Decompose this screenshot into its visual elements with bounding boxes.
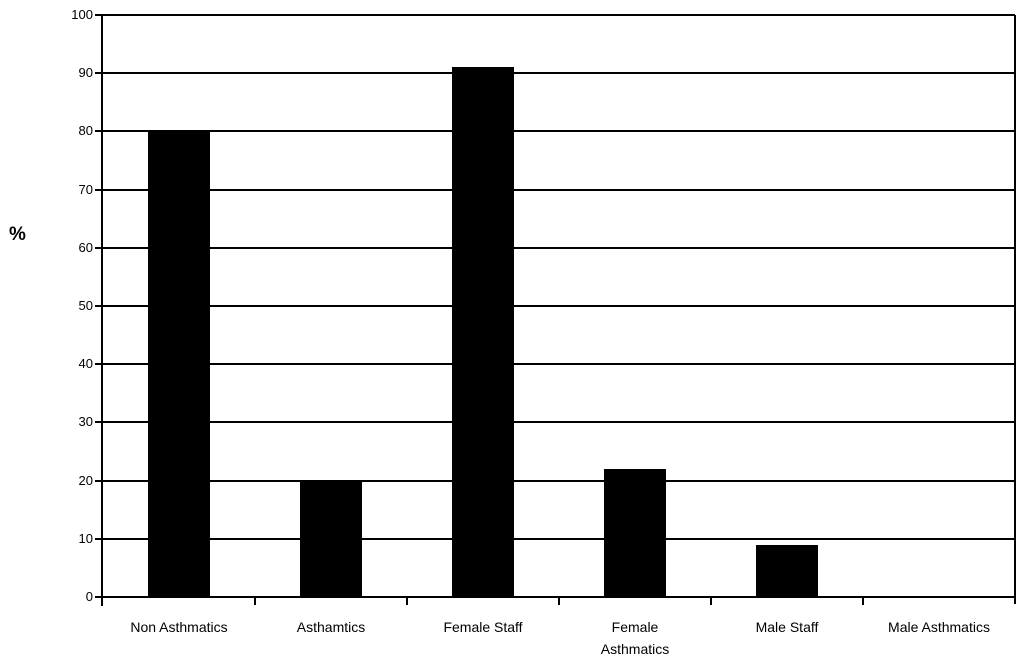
gridline-40 bbox=[103, 363, 1015, 365]
bar-3 bbox=[604, 469, 666, 597]
y-tick-mark-60 bbox=[95, 247, 103, 249]
gridline-60 bbox=[103, 247, 1015, 249]
y-tick-label-60: 60 bbox=[78, 240, 93, 255]
x-tick-mark-4 bbox=[710, 597, 712, 605]
y-tick-label-0: 0 bbox=[85, 589, 93, 604]
x-tick-label-5: Male Asthmatics bbox=[888, 619, 990, 635]
x-tick-label-0: Non Asthmatics bbox=[130, 619, 228, 635]
y-tick-mark-70 bbox=[95, 189, 103, 191]
y-tick-label-90: 90 bbox=[78, 65, 93, 80]
y-axis-line bbox=[101, 15, 103, 606]
y-tick-mark-100 bbox=[95, 14, 103, 16]
x-tick-mark-2 bbox=[406, 597, 408, 605]
y-tick-label-50: 50 bbox=[78, 298, 93, 313]
y-tick-mark-0 bbox=[95, 596, 103, 598]
bar-0 bbox=[148, 131, 210, 597]
gridline-100 bbox=[103, 14, 1015, 16]
x-tick-mark-3 bbox=[558, 597, 560, 605]
gridline-10 bbox=[103, 538, 1015, 540]
gridline-70 bbox=[103, 189, 1015, 191]
y-tick-label-40: 40 bbox=[78, 356, 93, 371]
x-tick-label-3: Female Asthmatics bbox=[600, 619, 670, 657]
y-tick-mark-10 bbox=[95, 538, 103, 540]
y-tick-mark-20 bbox=[95, 480, 103, 482]
y-tick-label-80: 80 bbox=[78, 123, 93, 138]
y-axis-title: % bbox=[9, 224, 26, 245]
bar-2 bbox=[452, 67, 514, 597]
x-tick-label-1: Asthamtics bbox=[296, 619, 366, 635]
gridline-80 bbox=[103, 130, 1015, 132]
bar-1 bbox=[300, 481, 362, 597]
y-tick-mark-90 bbox=[95, 72, 103, 74]
y-tick-mark-30 bbox=[95, 421, 103, 423]
y-tick-label-70: 70 bbox=[78, 182, 93, 197]
y-tick-label-10: 10 bbox=[78, 531, 93, 546]
plot-right-border bbox=[1014, 15, 1016, 604]
x-tick-label-4: Male Staff bbox=[755, 619, 819, 635]
gridline-30 bbox=[103, 421, 1015, 423]
y-tick-label-100: 100 bbox=[71, 7, 93, 22]
y-tick-mark-80 bbox=[95, 130, 103, 132]
bar-4 bbox=[756, 545, 818, 597]
x-tick-label-2: Female Staff bbox=[443, 619, 523, 635]
y-tick-mark-50 bbox=[95, 305, 103, 307]
x-tick-mark-1 bbox=[254, 597, 256, 605]
gridline-50 bbox=[103, 305, 1015, 307]
gridline-90 bbox=[103, 72, 1015, 74]
gridline-20 bbox=[103, 480, 1015, 482]
y-tick-label-20: 20 bbox=[78, 473, 93, 488]
y-tick-label-30: 30 bbox=[78, 414, 93, 429]
x-tick-mark-5 bbox=[862, 597, 864, 605]
y-tick-mark-40 bbox=[95, 363, 103, 365]
